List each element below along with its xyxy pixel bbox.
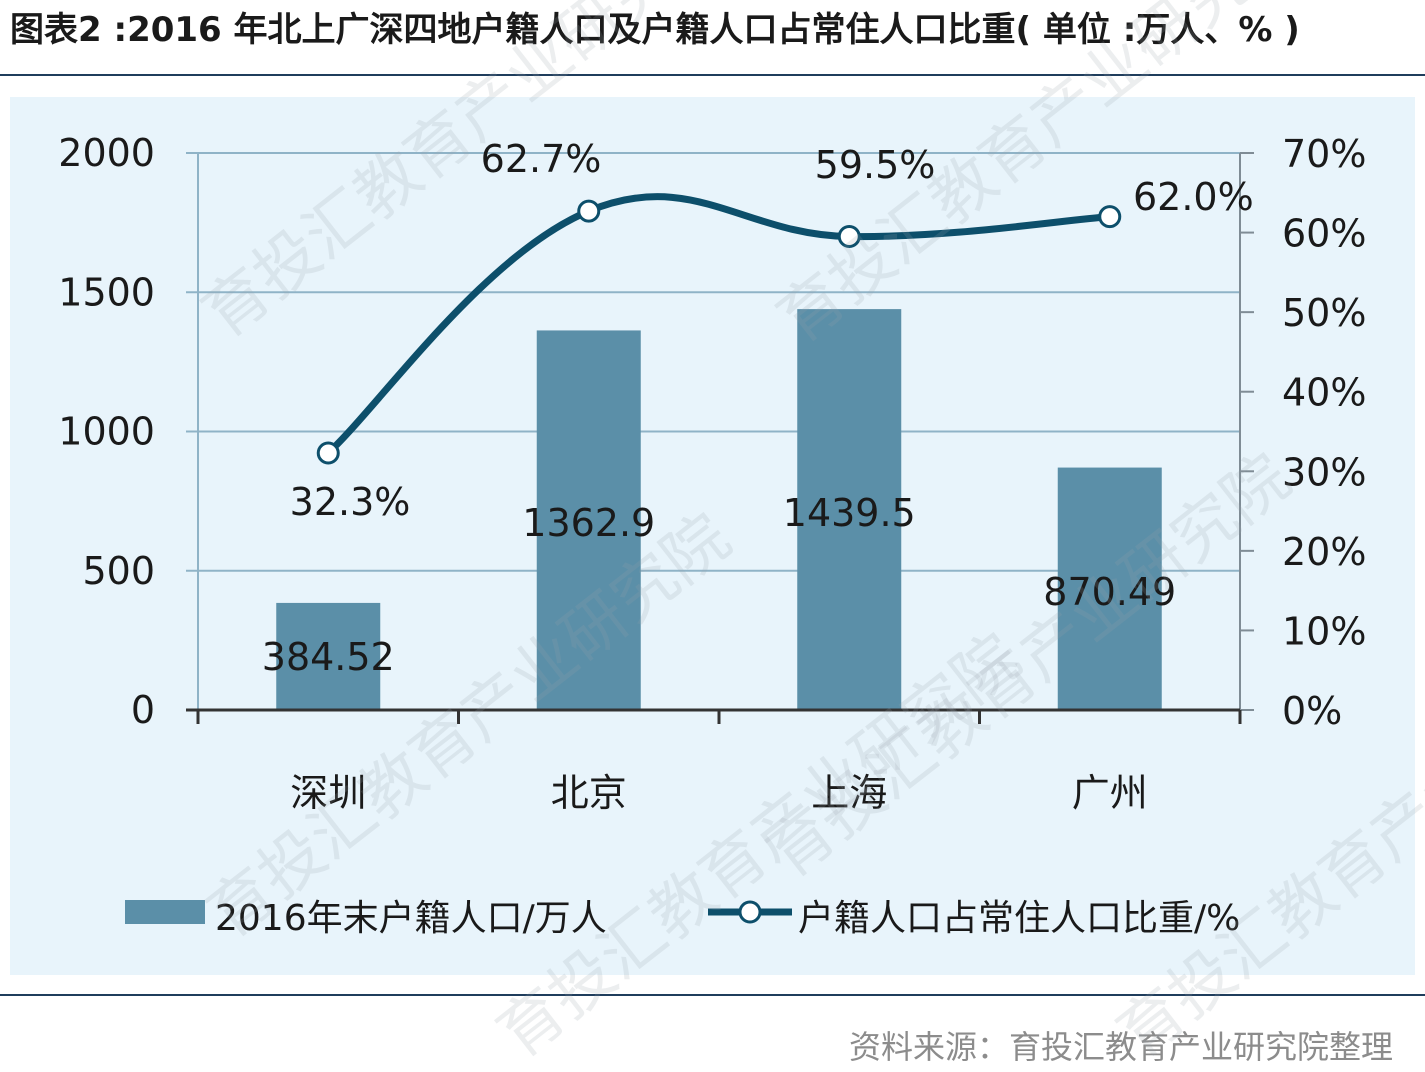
- legend-bar-swatch: [125, 900, 205, 924]
- y-right-tick-label: 40%: [1282, 371, 1366, 415]
- grid-lines: [186, 152, 1240, 572]
- y-left-tick-label: 500: [82, 549, 155, 593]
- title-divider: [0, 74, 1425, 76]
- ratio-point: [1098, 205, 1122, 229]
- bottom-divider: [0, 994, 1425, 996]
- bar-series: [276, 309, 1162, 710]
- y-right-tick-label: 20%: [1282, 530, 1366, 574]
- chart-title: 图表2 :2016 年北上广深四地户籍人口及户籍人口占常住人口比重( 单位 :万…: [10, 10, 1300, 50]
- y-left-tick-label: 2000: [58, 131, 155, 175]
- ratio-point: [837, 225, 861, 249]
- x-category-label: 广州: [1072, 771, 1148, 815]
- x-category-label: 北京: [551, 771, 627, 815]
- y-right-tick-label: 50%: [1282, 291, 1366, 335]
- line-data-label: 59.5%: [815, 143, 936, 187]
- y-right-tick-label: 10%: [1282, 609, 1366, 653]
- bar: [1057, 467, 1162, 710]
- data-labels: 384.52 1362.9 1439.5 870.49 32.3% 62.7% 59.5% 6…: [262, 137, 1254, 679]
- y-right-tick-label: 0%: [1282, 689, 1342, 733]
- legend-line-label: 户籍人口占常住人口比重/%: [798, 898, 1240, 939]
- y-right-tick-label: 60%: [1282, 212, 1366, 256]
- bar-data-label: 1439.5: [783, 491, 916, 535]
- y-left-tick-label: 1500: [58, 270, 155, 314]
- bar-data-label: 384.52: [262, 635, 395, 679]
- axes: 0 500 1000 1500 2000 0% 10% 20% 30% 40% 50% 60% 70% 深…: [58, 131, 1366, 815]
- y-left-tick-label: 1000: [58, 410, 155, 454]
- bar-data-label: 1362.9: [522, 501, 655, 545]
- y-right-tick-label: 70%: [1282, 132, 1366, 176]
- x-category-label: 上海: [811, 771, 887, 815]
- x-category-label: 深圳: [290, 771, 366, 815]
- ratio-point: [577, 199, 601, 223]
- bar: [797, 309, 902, 710]
- legend-bar-label: 2016年末户籍人口/万人: [215, 898, 607, 939]
- line-data-label: 62.7%: [481, 137, 602, 181]
- y-left-tick-label: 0: [131, 688, 155, 732]
- line-data-label: 62.0%: [1133, 175, 1254, 219]
- line-series: [316, 193, 1122, 465]
- source-note: 资料来源：育投汇教育产业研究院整理: [848, 1028, 1393, 1066]
- ratio-line: [325, 193, 1111, 456]
- chart-panel: [10, 97, 1415, 975]
- bar-data-label: 870.49: [1043, 570, 1176, 614]
- bar: [536, 330, 641, 710]
- ratio-point: [316, 441, 340, 465]
- y-right-tick-label: 30%: [1282, 450, 1366, 494]
- legend: 2016年末户籍人口/万人 户籍人口占常住人口比重/%: [125, 898, 1240, 939]
- legend-line-marker: [738, 900, 762, 924]
- bar: [276, 602, 381, 710]
- line-data-label: 32.3%: [290, 480, 411, 524]
